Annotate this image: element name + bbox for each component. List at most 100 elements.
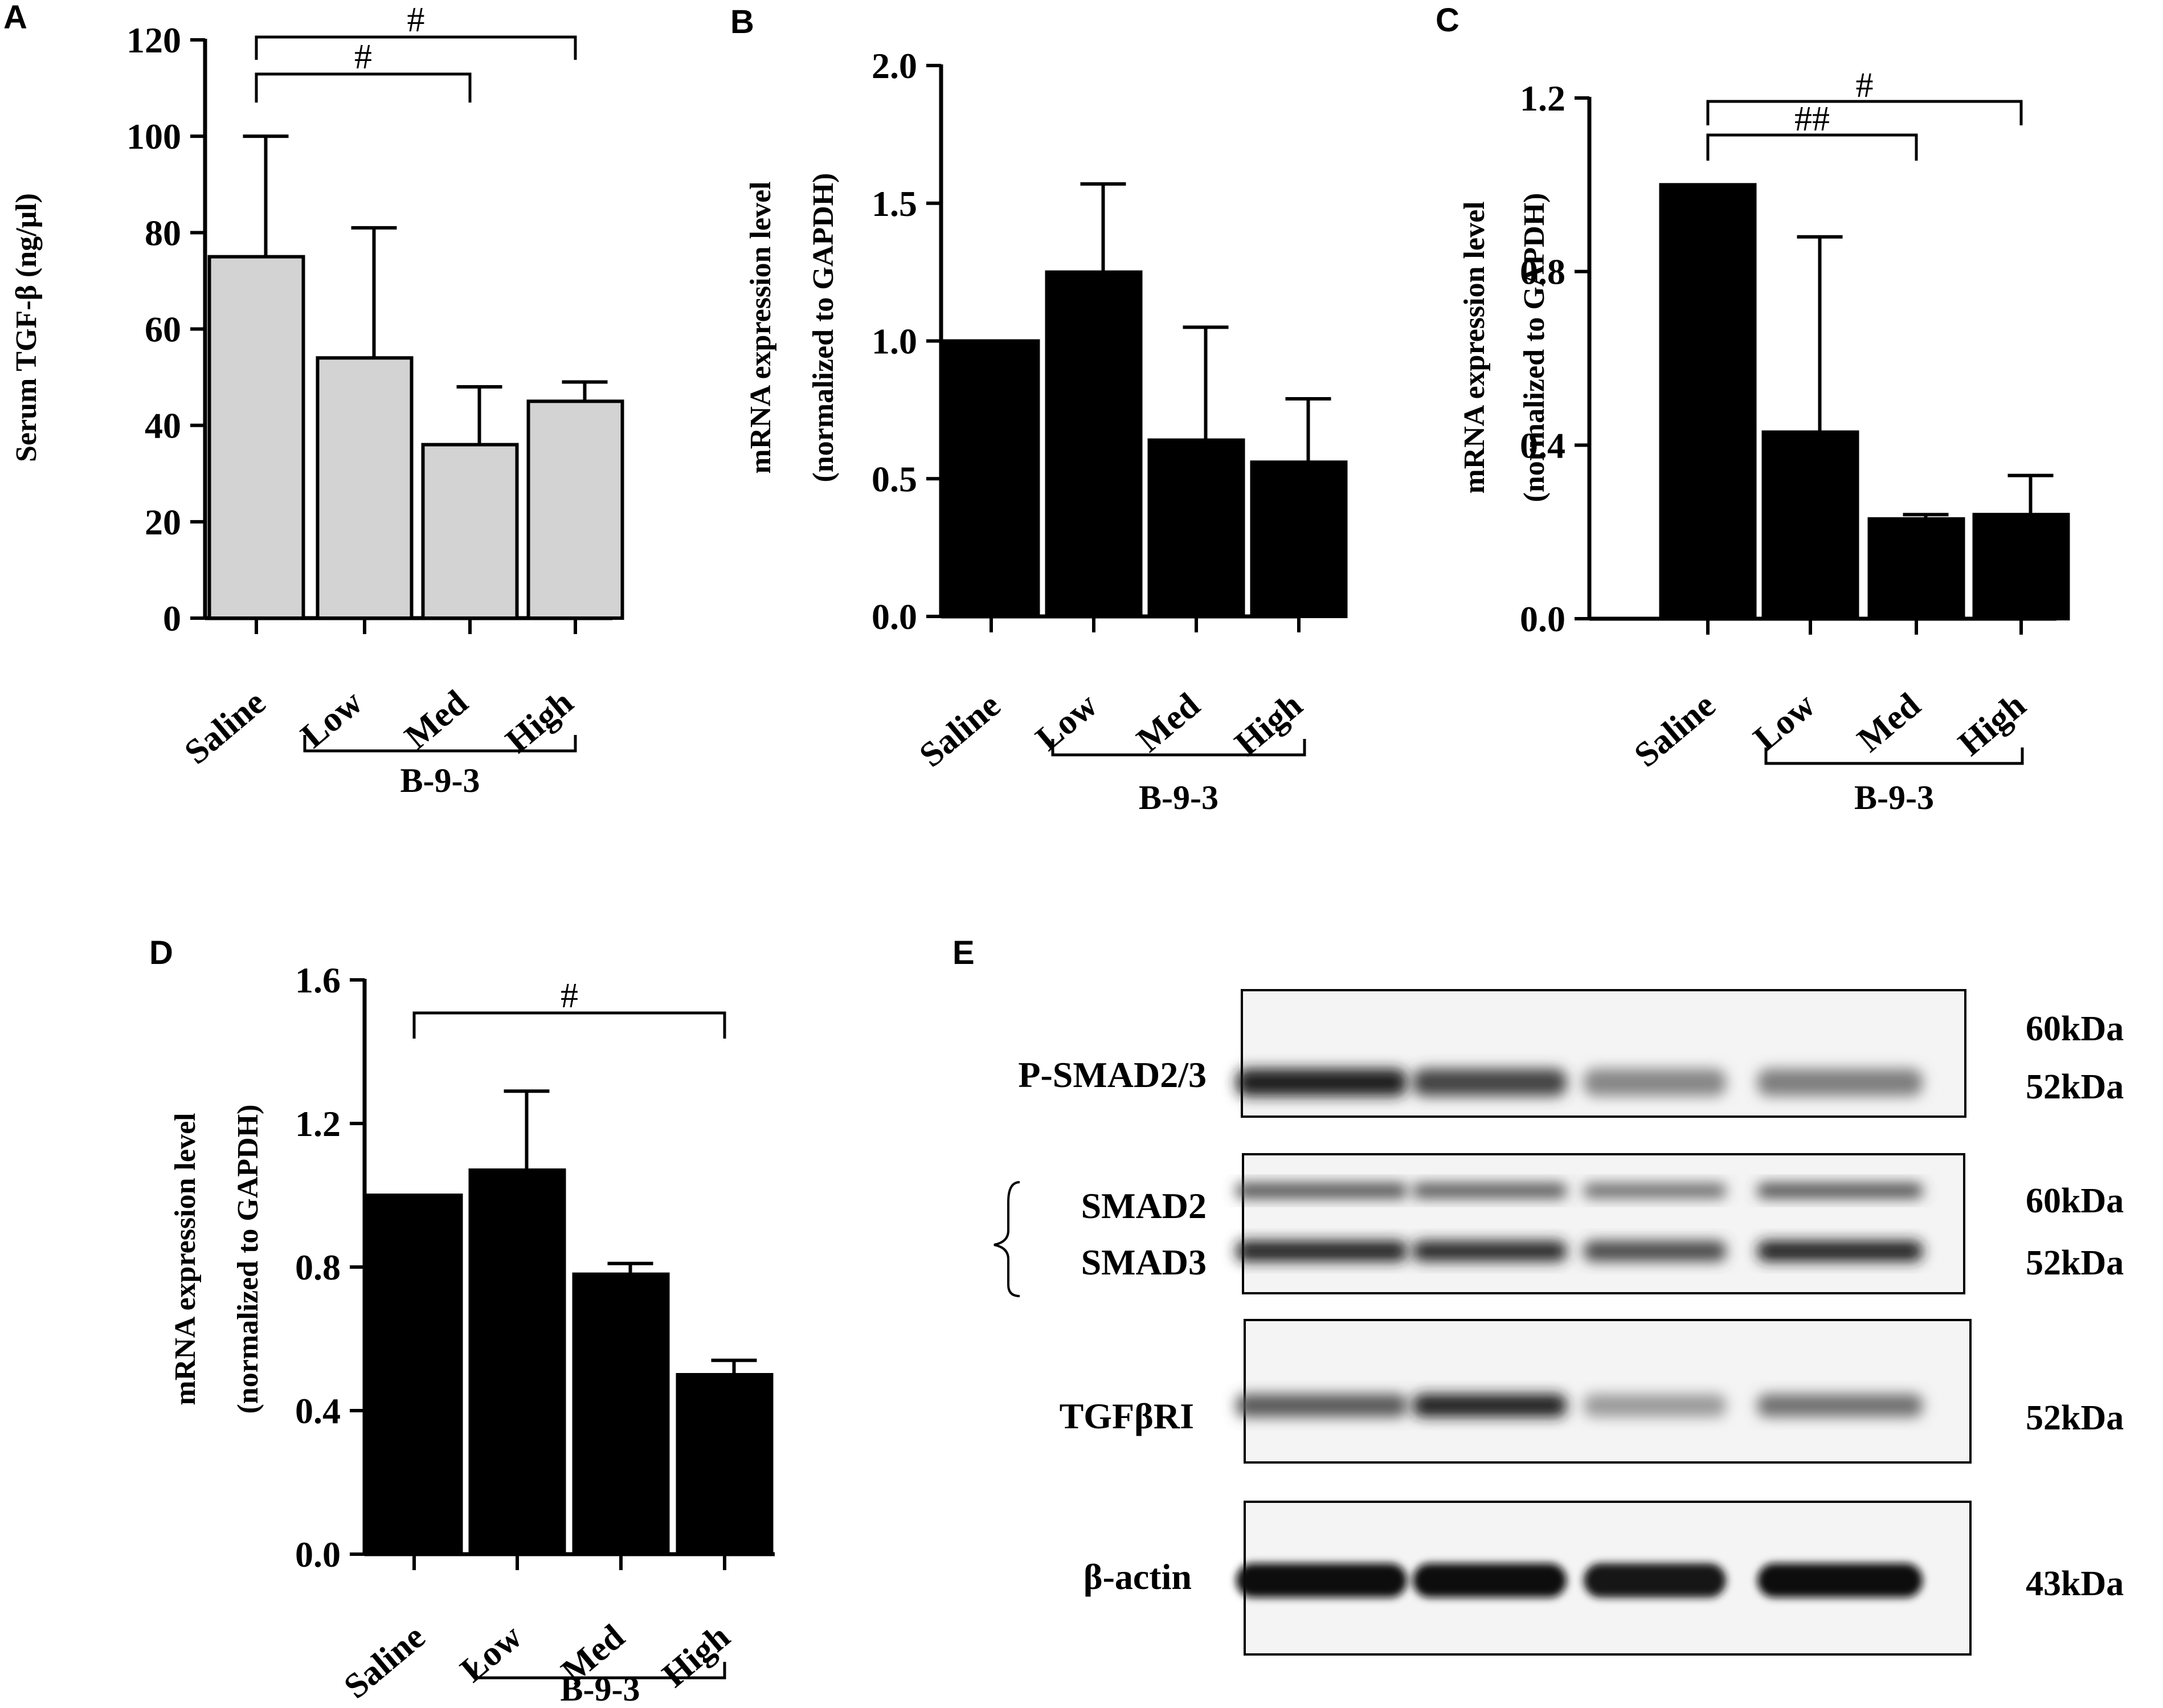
panel-a-significance-bracket xyxy=(255,35,577,60)
panel-c: C 0.0 0.4 0.8 1.2 Saline Low Med High B-9-3 mRNA … xyxy=(1436,2,2070,816)
panel-c-bar-saline xyxy=(1659,183,1757,621)
panel-d-y-tick-label: 0.0 xyxy=(295,1534,341,1575)
panel-d-y-tick-label: 0.8 xyxy=(295,1247,341,1288)
blot-band xyxy=(1413,1394,1567,1417)
blot-band xyxy=(1236,1563,1407,1597)
panel-d-category-label: High xyxy=(655,1617,737,1695)
kda-smad-52: 52kDa xyxy=(2026,1244,2124,1282)
panel-d-y-tick-label: 1.6 xyxy=(295,960,341,1000)
panel-d-bar-low xyxy=(468,1168,566,1556)
panel-e-western-blot: E P-SMAD2/3 SMAD2 SMAD3 TGFβRI β-actin 6… xyxy=(952,934,2124,1656)
panel-c-group-label: B-9-3 xyxy=(1854,779,1934,816)
panel-d-y-tick-label: 0.4 xyxy=(295,1391,341,1431)
panel-b-category-label: Med xyxy=(1130,686,1207,760)
panel-d-category-label: Saline xyxy=(337,1617,432,1706)
panel-d-bar-med xyxy=(572,1272,670,1556)
smad-bracket xyxy=(993,1181,1020,1297)
blot-band xyxy=(1584,1241,1726,1261)
blot-band xyxy=(1236,1394,1407,1417)
blot-band xyxy=(1584,1183,1726,1198)
blot-membrane xyxy=(1241,989,1966,1118)
kda-p-smad-60: 60kDa xyxy=(2026,1010,2124,1048)
panel-b-bar-low xyxy=(1045,270,1143,618)
panel-c-group-bracket xyxy=(1764,747,2024,765)
panel-c-significance-label: # xyxy=(1856,66,1874,105)
panel-letter-e: E xyxy=(952,934,975,971)
panel-a-y-tick-label: 100 xyxy=(126,116,181,157)
panel-a-significance-label: # xyxy=(407,1,425,39)
panel-b-bar-saline xyxy=(942,339,1040,618)
blot-band xyxy=(1413,1241,1567,1261)
blot-label-smad2: SMAD2 xyxy=(1081,1186,1207,1226)
blot-membrane xyxy=(1242,1153,1965,1294)
panel-b-y-tick-label: 1.0 xyxy=(872,321,917,362)
panel-c-category-label: Med xyxy=(1850,686,1928,760)
blot-label-smad3: SMAD3 xyxy=(1081,1242,1207,1282)
panel-a-significance-label: # xyxy=(354,38,372,76)
panel-letter-d: D xyxy=(149,934,173,971)
blot-label-beta-actin: β-actin xyxy=(1083,1556,1192,1597)
panel-a-bar-saline xyxy=(207,255,305,620)
panel-c-y-tick-label: 0.4 xyxy=(1520,425,1565,465)
panel-b-bar-high xyxy=(1250,460,1348,618)
panel-c-category-label: Saline xyxy=(1627,686,1723,775)
panel-b-y-tick-label: 2.0 xyxy=(872,46,917,86)
blot-band xyxy=(1413,1183,1567,1198)
panel-a-group-label: B-9-3 xyxy=(400,762,480,799)
blot-band xyxy=(1236,1183,1407,1198)
blot-band xyxy=(1413,1563,1567,1597)
panel-b-category-label: Saline xyxy=(912,686,1008,775)
blot-label-tgfbri: TGFβRI xyxy=(1060,1396,1194,1436)
panel-a-category-label: Saline xyxy=(177,683,273,772)
panel-a-bar-high xyxy=(526,399,624,620)
panel-b-y-tick-label: 0.5 xyxy=(872,459,917,499)
panel-a-bar-low xyxy=(316,356,414,620)
panel-d-bar-high xyxy=(676,1373,774,1556)
blot-membrane xyxy=(1244,1319,1972,1464)
panel-letter-a: A xyxy=(3,0,27,36)
panel-b-y-label: mRNA expression level xyxy=(745,181,777,473)
panel-d-y-label-2: (normalized to GAPDH) xyxy=(232,1104,264,1413)
panel-d-group-label: B-9-3 xyxy=(561,1670,640,1708)
panel-a-y-label: Serum TGF-β (ng/μl) xyxy=(10,193,43,462)
panel-c-bar-low xyxy=(1761,430,1859,620)
kda-beta-actin-43: 43kDa xyxy=(2026,1564,2124,1603)
panel-b-y-tick-label: 0.0 xyxy=(872,596,917,637)
kda-p-smad-52: 52kDa xyxy=(2026,1068,2124,1106)
panel-a-significance-bracket xyxy=(255,72,472,103)
panel-c-category-label: Low xyxy=(1747,685,1823,758)
blot-band xyxy=(1757,1563,1923,1597)
blot-band xyxy=(1757,1394,1923,1417)
blot-band xyxy=(1584,1394,1726,1417)
panel-a-group-bracket xyxy=(303,735,577,753)
blot-band xyxy=(1584,1069,1726,1096)
panel-c-significance-bracket xyxy=(1706,133,1918,161)
panel-letter-c: C xyxy=(1436,2,1459,39)
panel-a-y-tick-label: 120 xyxy=(126,20,181,60)
panel-a-bar-med xyxy=(421,443,519,620)
panel-d-bar-saline xyxy=(365,1194,463,1556)
panel-a-y-tick-label: 40 xyxy=(145,406,181,446)
panel-c-category-label: High xyxy=(1951,686,2033,763)
panel-d-y-label: mRNA expression level xyxy=(169,1113,202,1405)
panel-b-bar-med xyxy=(1147,438,1245,618)
panel-d-significance-label: # xyxy=(561,976,578,1015)
panel-b-group-label: B-9-3 xyxy=(1139,779,1219,816)
panel-a-category-label: High xyxy=(498,683,580,761)
panel-a-category-label: Med xyxy=(398,683,475,757)
blot-band xyxy=(1757,1069,1923,1096)
panel-d-y-tick-label: 1.2 xyxy=(295,1104,341,1144)
panel-b-category-label: Low xyxy=(1029,685,1105,758)
blot-band xyxy=(1413,1069,1567,1096)
panel-b-y-tick-label: 1.5 xyxy=(872,183,917,224)
panel-c-bar-med xyxy=(1867,517,1965,620)
panel-a-y-tick-label: 80 xyxy=(145,213,181,253)
blot-band xyxy=(1757,1241,1923,1261)
panel-b-y-label-2: (normalized to GAPDH) xyxy=(807,173,840,482)
blot-band xyxy=(1236,1069,1407,1096)
panel-d-significance-bracket xyxy=(412,1011,726,1039)
